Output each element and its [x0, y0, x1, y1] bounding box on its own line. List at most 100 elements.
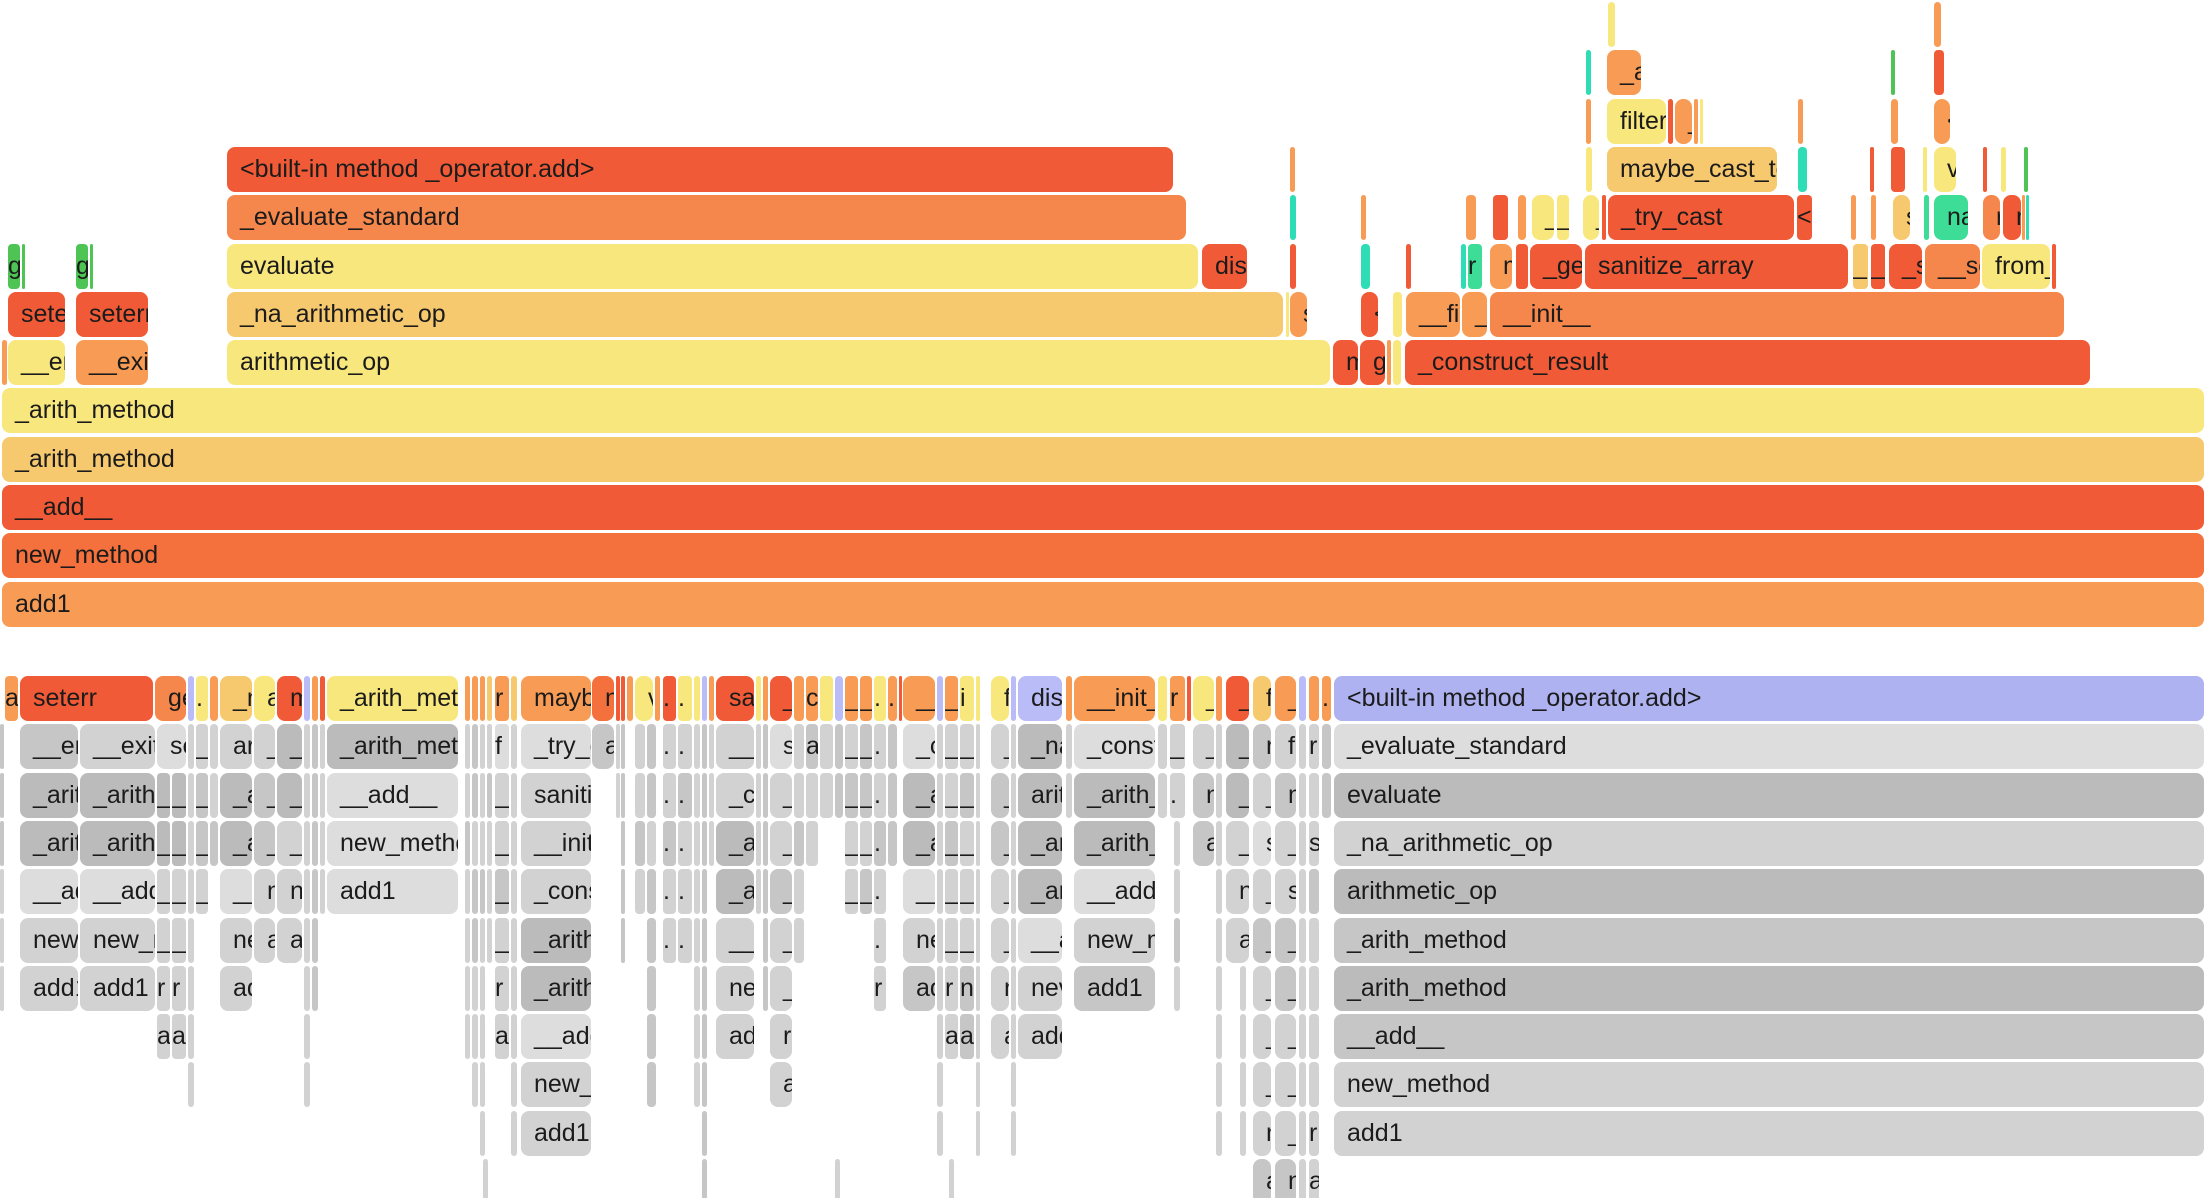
frame-bar[interactable]: [480, 965, 485, 1011]
frame-bar[interactable]: _: [254, 820, 275, 866]
frame-bar[interactable]: ge: [155, 676, 186, 721]
frame-bar[interactable]: [1393, 340, 1401, 386]
frame-bar[interactable]: se: [157, 724, 186, 770]
frame-bar[interactable]: [937, 820, 943, 866]
frame-bar[interactable]: [304, 772, 310, 818]
frame-bar[interactable]: [1286, 291, 1289, 337]
frame-bar[interactable]: [1871, 195, 1876, 241]
frame-bar[interactable]: _na_arithmetic_op: [227, 291, 1283, 337]
frame-bar[interactable]: _ar: [1018, 869, 1062, 915]
frame-bar[interactable]: [702, 869, 707, 915]
frame-bar[interactable]: [1299, 1062, 1306, 1108]
frame-bar[interactable]: [511, 820, 517, 866]
frame-bar[interactable]: [1299, 772, 1306, 818]
frame-bar[interactable]: _: [991, 917, 1009, 963]
frame-bar[interactable]: _arith_method: [80, 820, 155, 866]
frame-bar[interactable]: _: [1253, 1062, 1271, 1108]
frame-bar[interactable]: [647, 917, 656, 963]
frame-bar[interactable]: i: [960, 676, 974, 721]
frame-bar[interactable]: s: [1275, 869, 1296, 915]
frame-bar[interactable]: a: [945, 1014, 958, 1060]
frame-bar[interactable]: [616, 772, 620, 818]
frame-bar[interactable]: [1240, 1062, 1246, 1108]
frame-bar[interactable]: [511, 917, 517, 963]
frame-bar[interactable]: [1934, 50, 1944, 96]
frame-bar[interactable]: _: [172, 869, 186, 915]
frame-bar[interactable]: _: [945, 820, 958, 866]
frame-bar[interactable]: [1216, 676, 1222, 721]
frame-bar[interactable]: [763, 869, 768, 915]
frame-bar[interactable]: __add__: [2, 485, 2204, 530]
frame-bar[interactable]: [647, 1062, 656, 1108]
frame-bar[interactable]: [1934, 2, 1941, 47]
frame-bar[interactable]: add1: [521, 1110, 591, 1156]
frame-bar[interactable]: _: [495, 820, 509, 866]
frame-bar[interactable]: .: [874, 917, 886, 963]
frame-bar[interactable]: [794, 869, 804, 915]
frame-bar[interactable]: _ar: [903, 772, 935, 818]
frame-bar[interactable]: r: [495, 965, 509, 1011]
frame-bar[interactable]: __a: [903, 869, 935, 915]
frame-bar[interactable]: [1011, 676, 1016, 721]
frame-bar[interactable]: [320, 869, 325, 915]
frame-bar[interactable]: [1361, 195, 1366, 241]
frame-bar[interactable]: [1309, 676, 1319, 721]
frame-bar[interactable]: [480, 1014, 485, 1060]
frame-bar[interactable]: add1: [20, 965, 78, 1011]
frame-bar[interactable]: [304, 917, 310, 963]
frame-bar[interactable]: [472, 676, 478, 721]
frame-bar[interactable]: s: [1309, 820, 1319, 866]
frame-bar[interactable]: [949, 1159, 954, 1198]
frame-bar[interactable]: [0, 869, 4, 915]
frame-bar[interactable]: new_method: [2, 533, 2204, 579]
frame-bar[interactable]: [1891, 50, 1895, 96]
frame-bar[interactable]: [794, 772, 804, 818]
frame-bar[interactable]: _arith_method: [1074, 772, 1155, 818]
frame-bar[interactable]: [1851, 195, 1856, 241]
frame-bar[interactable]: [1299, 1159, 1306, 1198]
frame-bar[interactable]: r: [1468, 243, 1482, 289]
frame-bar[interactable]: __f: [903, 676, 935, 721]
frame-bar[interactable]: new_method: [80, 917, 155, 963]
frame-bar[interactable]: [694, 869, 700, 915]
frame-bar[interactable]: [1299, 1110, 1306, 1156]
frame-bar[interactable]: [694, 1014, 700, 1060]
frame-bar[interactable]: [756, 676, 761, 721]
frame-bar[interactable]: __enter__: [8, 340, 65, 386]
frame-bar[interactable]: _arith_method: [521, 917, 591, 963]
frame-bar[interactable]: r: [945, 965, 958, 1011]
frame-bar[interactable]: _: [495, 772, 509, 818]
frame-bar[interactable]: [188, 676, 194, 721]
frame-bar[interactable]: ad: [716, 1014, 754, 1060]
frame-bar[interactable]: sanitize_array: [1585, 243, 1848, 289]
frame-bar[interactable]: __exit__: [80, 724, 155, 770]
frame-bar[interactable]: [976, 869, 980, 915]
frame-bar[interactable]: _: [196, 724, 208, 770]
frame-bar[interactable]: add: [1018, 1014, 1062, 1060]
frame-bar[interactable]: _: [196, 772, 208, 818]
frame-bar[interactable]: _ge: [1530, 243, 1582, 289]
frame-bar[interactable]: [1461, 243, 1466, 289]
frame-bar[interactable]: .: [678, 676, 692, 721]
frame-bar[interactable]: __se: [1925, 243, 1980, 289]
frame-bar[interactable]: [621, 917, 625, 963]
frame-bar[interactable]: [1924, 195, 1929, 241]
frame-bar[interactable]: [1011, 965, 1016, 1011]
frame-bar[interactable]: na: [1934, 195, 1968, 241]
frame-bar[interactable]: [511, 772, 517, 818]
frame-bar[interactable]: [694, 772, 700, 818]
frame-bar[interactable]: [627, 676, 633, 721]
frame-bar[interactable]: new_method: [327, 820, 458, 866]
frame-bar[interactable]: n: [991, 965, 1009, 1011]
frame-bar[interactable]: _: [1275, 965, 1296, 1011]
frame-bar[interactable]: _arith_method: [1074, 820, 1155, 866]
frame-bar[interactable]: _: [860, 820, 872, 866]
frame-bar[interactable]: [756, 869, 761, 915]
frame-bar[interactable]: [1361, 243, 1370, 289]
frame-bar[interactable]: [472, 820, 478, 866]
frame-bar[interactable]: [188, 917, 194, 963]
frame-bar[interactable]: [1406, 243, 1411, 289]
frame-bar[interactable]: [511, 869, 517, 915]
frame-bar[interactable]: arithmetic_op: [227, 340, 1330, 386]
frame-bar[interactable]: _n: [220, 676, 252, 721]
